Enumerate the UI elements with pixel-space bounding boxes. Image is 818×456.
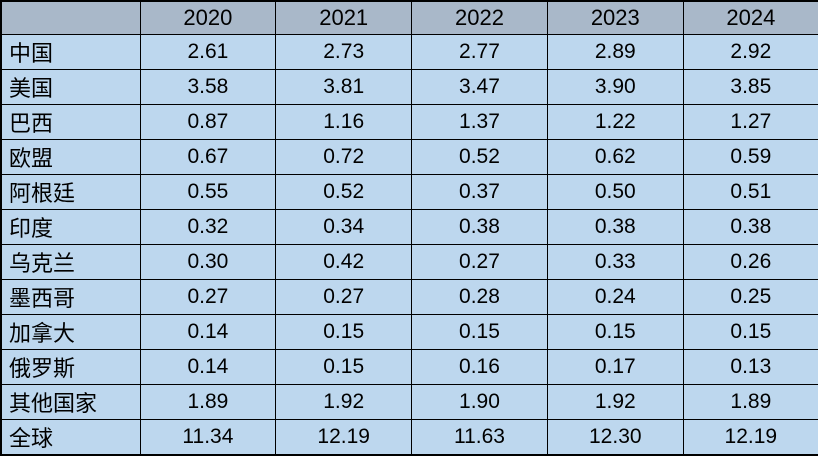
value-cell: 0.14 (139, 349, 277, 386)
value-cell: 0.32 (139, 208, 277, 245)
value-cell: 0.62 (546, 138, 684, 175)
year-header: 2023 (546, 0, 684, 35)
value-cell: 0.28 (411, 279, 548, 316)
value-cell: 3.81 (275, 68, 413, 105)
table-row: 墨西哥 0.27 0.27 0.28 0.24 0.25 (0, 279, 818, 316)
value-cell: 0.27 (139, 279, 277, 316)
year-header: 2020 (139, 0, 277, 35)
row-label: 印度 (0, 208, 141, 245)
row-label: 俄罗斯 (0, 349, 141, 386)
year-header: 2021 (275, 0, 413, 35)
value-cell: 0.38 (411, 208, 548, 245)
row-label: 全球 (0, 419, 141, 456)
table-row: 乌克兰 0.30 0.42 0.27 0.33 0.26 (0, 243, 818, 281)
value-cell: 0.16 (411, 349, 548, 386)
table-row: 加拿大 0.14 0.15 0.15 0.15 0.15 (0, 314, 818, 351)
value-cell: 0.50 (546, 173, 684, 210)
value-cell: 0.15 (275, 349, 413, 386)
value-cell: 1.92 (275, 384, 413, 421)
value-cell: 0.15 (411, 314, 548, 351)
table-row: 美国 3.58 3.81 3.47 3.90 3.85 (0, 68, 818, 105)
row-label: 墨西哥 (0, 279, 141, 316)
value-cell: 1.16 (275, 103, 413, 140)
value-cell: 1.92 (546, 384, 684, 421)
year-header: 2022 (411, 0, 548, 35)
row-label: 中国 (0, 33, 141, 70)
value-cell: 0.52 (275, 173, 413, 210)
row-label: 欧盟 (0, 138, 141, 175)
value-cell: 0.72 (275, 138, 413, 175)
value-cell: 3.47 (411, 68, 548, 105)
value-cell: 0.30 (139, 243, 277, 281)
value-cell: 2.73 (275, 33, 413, 70)
value-cell: 12.19 (275, 419, 413, 456)
year-header: 2024 (682, 0, 818, 35)
row-label: 加拿大 (0, 314, 141, 351)
value-cell: 0.87 (139, 103, 277, 140)
table-row: 欧盟 0.67 0.72 0.52 0.62 0.59 (0, 138, 818, 175)
row-label: 巴西 (0, 103, 141, 140)
value-cell: 0.27 (411, 243, 548, 281)
value-cell: 0.52 (411, 138, 548, 175)
value-cell: 0.67 (139, 138, 277, 175)
value-cell: 1.90 (411, 384, 548, 421)
table-header: 2020 2021 2022 2023 2024 (0, 0, 818, 35)
value-cell: 2.61 (139, 33, 277, 70)
value-cell: 0.42 (275, 243, 413, 281)
value-cell: 0.15 (275, 314, 413, 351)
table-row: 阿根廷 0.55 0.52 0.37 0.50 0.51 (0, 173, 818, 210)
row-label: 美国 (0, 68, 141, 105)
value-cell: 2.77 (411, 33, 548, 70)
value-cell: 11.34 (139, 419, 277, 456)
value-cell: 3.58 (139, 68, 277, 105)
value-cell: 0.26 (682, 243, 818, 281)
value-cell: 2.89 (546, 33, 684, 70)
value-cell: 3.90 (546, 68, 684, 105)
value-cell: 0.38 (546, 208, 684, 245)
value-cell: 0.38 (682, 208, 818, 245)
value-cell: 0.37 (411, 173, 548, 210)
value-cell: 0.24 (546, 279, 684, 316)
table-row: 全球 11.34 12.19 11.63 12.30 12.19 (0, 419, 818, 456)
value-cell: 1.27 (682, 103, 818, 140)
row-label: 阿根廷 (0, 173, 141, 210)
value-cell: 3.85 (682, 68, 818, 105)
value-cell: 0.59 (682, 138, 818, 175)
value-cell: 0.15 (682, 314, 818, 351)
value-cell: 0.13 (682, 349, 818, 386)
table-row: 其他国家 1.89 1.92 1.90 1.92 1.89 (0, 384, 818, 421)
table-body: 中国 2.61 2.73 2.77 2.89 2.92 美国 3.58 3.81 3.47 3.90… (0, 33, 818, 456)
value-cell: 12.19 (682, 419, 818, 456)
table-row: 俄罗斯 0.14 0.15 0.16 0.17 0.13 (0, 349, 818, 386)
value-cell: 0.33 (546, 243, 684, 281)
value-cell: 1.22 (546, 103, 684, 140)
value-cell: 12.30 (546, 419, 684, 456)
value-cell: 1.89 (139, 384, 277, 421)
row-label: 其他国家 (0, 384, 141, 421)
value-cell: 0.51 (682, 173, 818, 210)
header-row: 2020 2021 2022 2023 2024 (0, 0, 818, 35)
value-cell: 1.37 (411, 103, 548, 140)
value-cell: 11.63 (411, 419, 548, 456)
value-cell: 0.27 (275, 279, 413, 316)
value-cell: 1.89 (682, 384, 818, 421)
row-label: 乌克兰 (0, 243, 141, 281)
value-cell: 0.14 (139, 314, 277, 351)
value-cell: 0.34 (275, 208, 413, 245)
table-row: 中国 2.61 2.73 2.77 2.89 2.92 (0, 33, 818, 70)
value-cell: 2.92 (682, 33, 818, 70)
value-cell: 0.17 (546, 349, 684, 386)
value-cell: 0.15 (546, 314, 684, 351)
value-cell: 0.25 (682, 279, 818, 316)
value-cell: 0.55 (139, 173, 277, 210)
corner-cell (0, 0, 141, 35)
table-row: 巴西 0.87 1.16 1.37 1.22 1.27 (0, 103, 818, 140)
table-row: 印度 0.32 0.34 0.38 0.38 0.38 (0, 208, 818, 245)
